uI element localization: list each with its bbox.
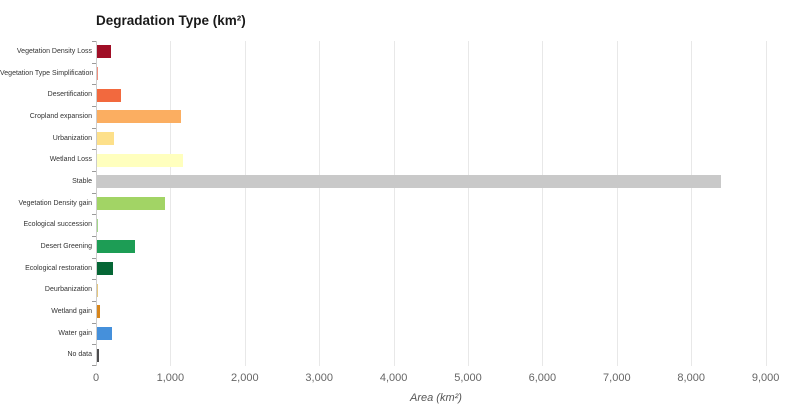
bar[interactable]: [96, 197, 165, 210]
category-label: Urbanization: [52, 134, 92, 142]
y-axis-tick: [92, 214, 96, 216]
bar[interactable]: [96, 175, 722, 189]
gridline: [616, 41, 618, 366]
category-label: Cropland expansion: [29, 113, 92, 120]
category-label: Wetland Loss: [49, 156, 92, 164]
y-axis-tick: [92, 279, 96, 281]
bar[interactable]: [96, 88, 122, 102]
x-tick-label: 8,000: [677, 372, 705, 384]
category-label: Wetland gain: [51, 308, 92, 315]
category-label: Water gain: [58, 329, 92, 337]
x-tick-label: 3,000: [305, 372, 333, 384]
category-label: Ecological restoration: [25, 264, 92, 272]
bar[interactable]: [96, 153, 183, 167]
y-axis-tick: [92, 127, 96, 129]
y-axis-tick: [92, 84, 96, 86]
y-axis-tick: [92, 106, 96, 107]
y-axis-tick: [92, 344, 96, 346]
category-label: Desert Greening: [40, 243, 92, 250]
bar[interactable]: [96, 67, 99, 80]
category-label: Desertification: [47, 91, 92, 99]
x-tick-label: 5,000: [454, 372, 482, 384]
y-labels: Vegetation Density Loss Vegetation Type S…: [0, 41, 94, 366]
x-tick-label: 1,000: [156, 372, 185, 384]
x-tick-labels: 0 1,000 2,000 3,000 4,000 5,000 6,000 7,000 8,00…: [93, 372, 779, 385]
category-label: Vegetation Type Simplification: [0, 69, 94, 77]
category-label: No data: [67, 351, 92, 359]
bar[interactable]: [96, 110, 181, 124]
category-label: Deurbanization: [44, 286, 92, 294]
category-label: Vegetation Density gain: [18, 199, 92, 207]
y-axis-tick: [92, 171, 96, 172]
y-axis-tick: [92, 62, 96, 64]
x-tick-label: 4,000: [379, 372, 408, 384]
y-axis-tick: [92, 301, 96, 302]
y-axis-tick: [92, 365, 96, 366]
bar[interactable]: [96, 327, 113, 340]
bar[interactable]: [96, 262, 114, 275]
x-tick-label: 7,000: [603, 372, 631, 384]
gridline: [393, 41, 395, 366]
x-axis-title: Area (km²): [410, 392, 462, 404]
chart-title: Degradation Type (km²): [96, 13, 246, 28]
gridline: [170, 41, 172, 366]
bar[interactable]: [96, 240, 136, 254]
gridline: [691, 41, 693, 366]
category-label: Vegetation Density Loss: [16, 48, 92, 55]
gridline: [468, 41, 469, 366]
category-label: Stable: [72, 178, 92, 185]
y-axis-tick: [92, 192, 96, 194]
bar[interactable]: [96, 305, 100, 319]
gridline: [319, 41, 321, 366]
bar[interactable]: [96, 348, 99, 362]
x-tick-label: 0: [92, 372, 100, 384]
bar[interactable]: [96, 283, 98, 297]
gridline: [542, 41, 544, 366]
gridline: [765, 41, 767, 366]
plot-area: [92, 41, 776, 366]
y-axis-tick: [92, 236, 96, 237]
x-tick-label: 2,000: [231, 372, 259, 384]
y-axis-tick: [92, 149, 96, 151]
x-tick-label: 9,000: [751, 372, 780, 384]
y-axis-tick: [92, 322, 96, 324]
bar[interactable]: [96, 45, 111, 59]
bar[interactable]: [96, 132, 114, 145]
x-tick-label: 6,000: [528, 372, 557, 384]
bar[interactable]: [96, 218, 98, 232]
y-axis-tick: [92, 41, 96, 42]
y-axis-tick: [92, 257, 96, 259]
category-label: Ecological succession: [23, 221, 92, 229]
gridline: [244, 41, 246, 366]
